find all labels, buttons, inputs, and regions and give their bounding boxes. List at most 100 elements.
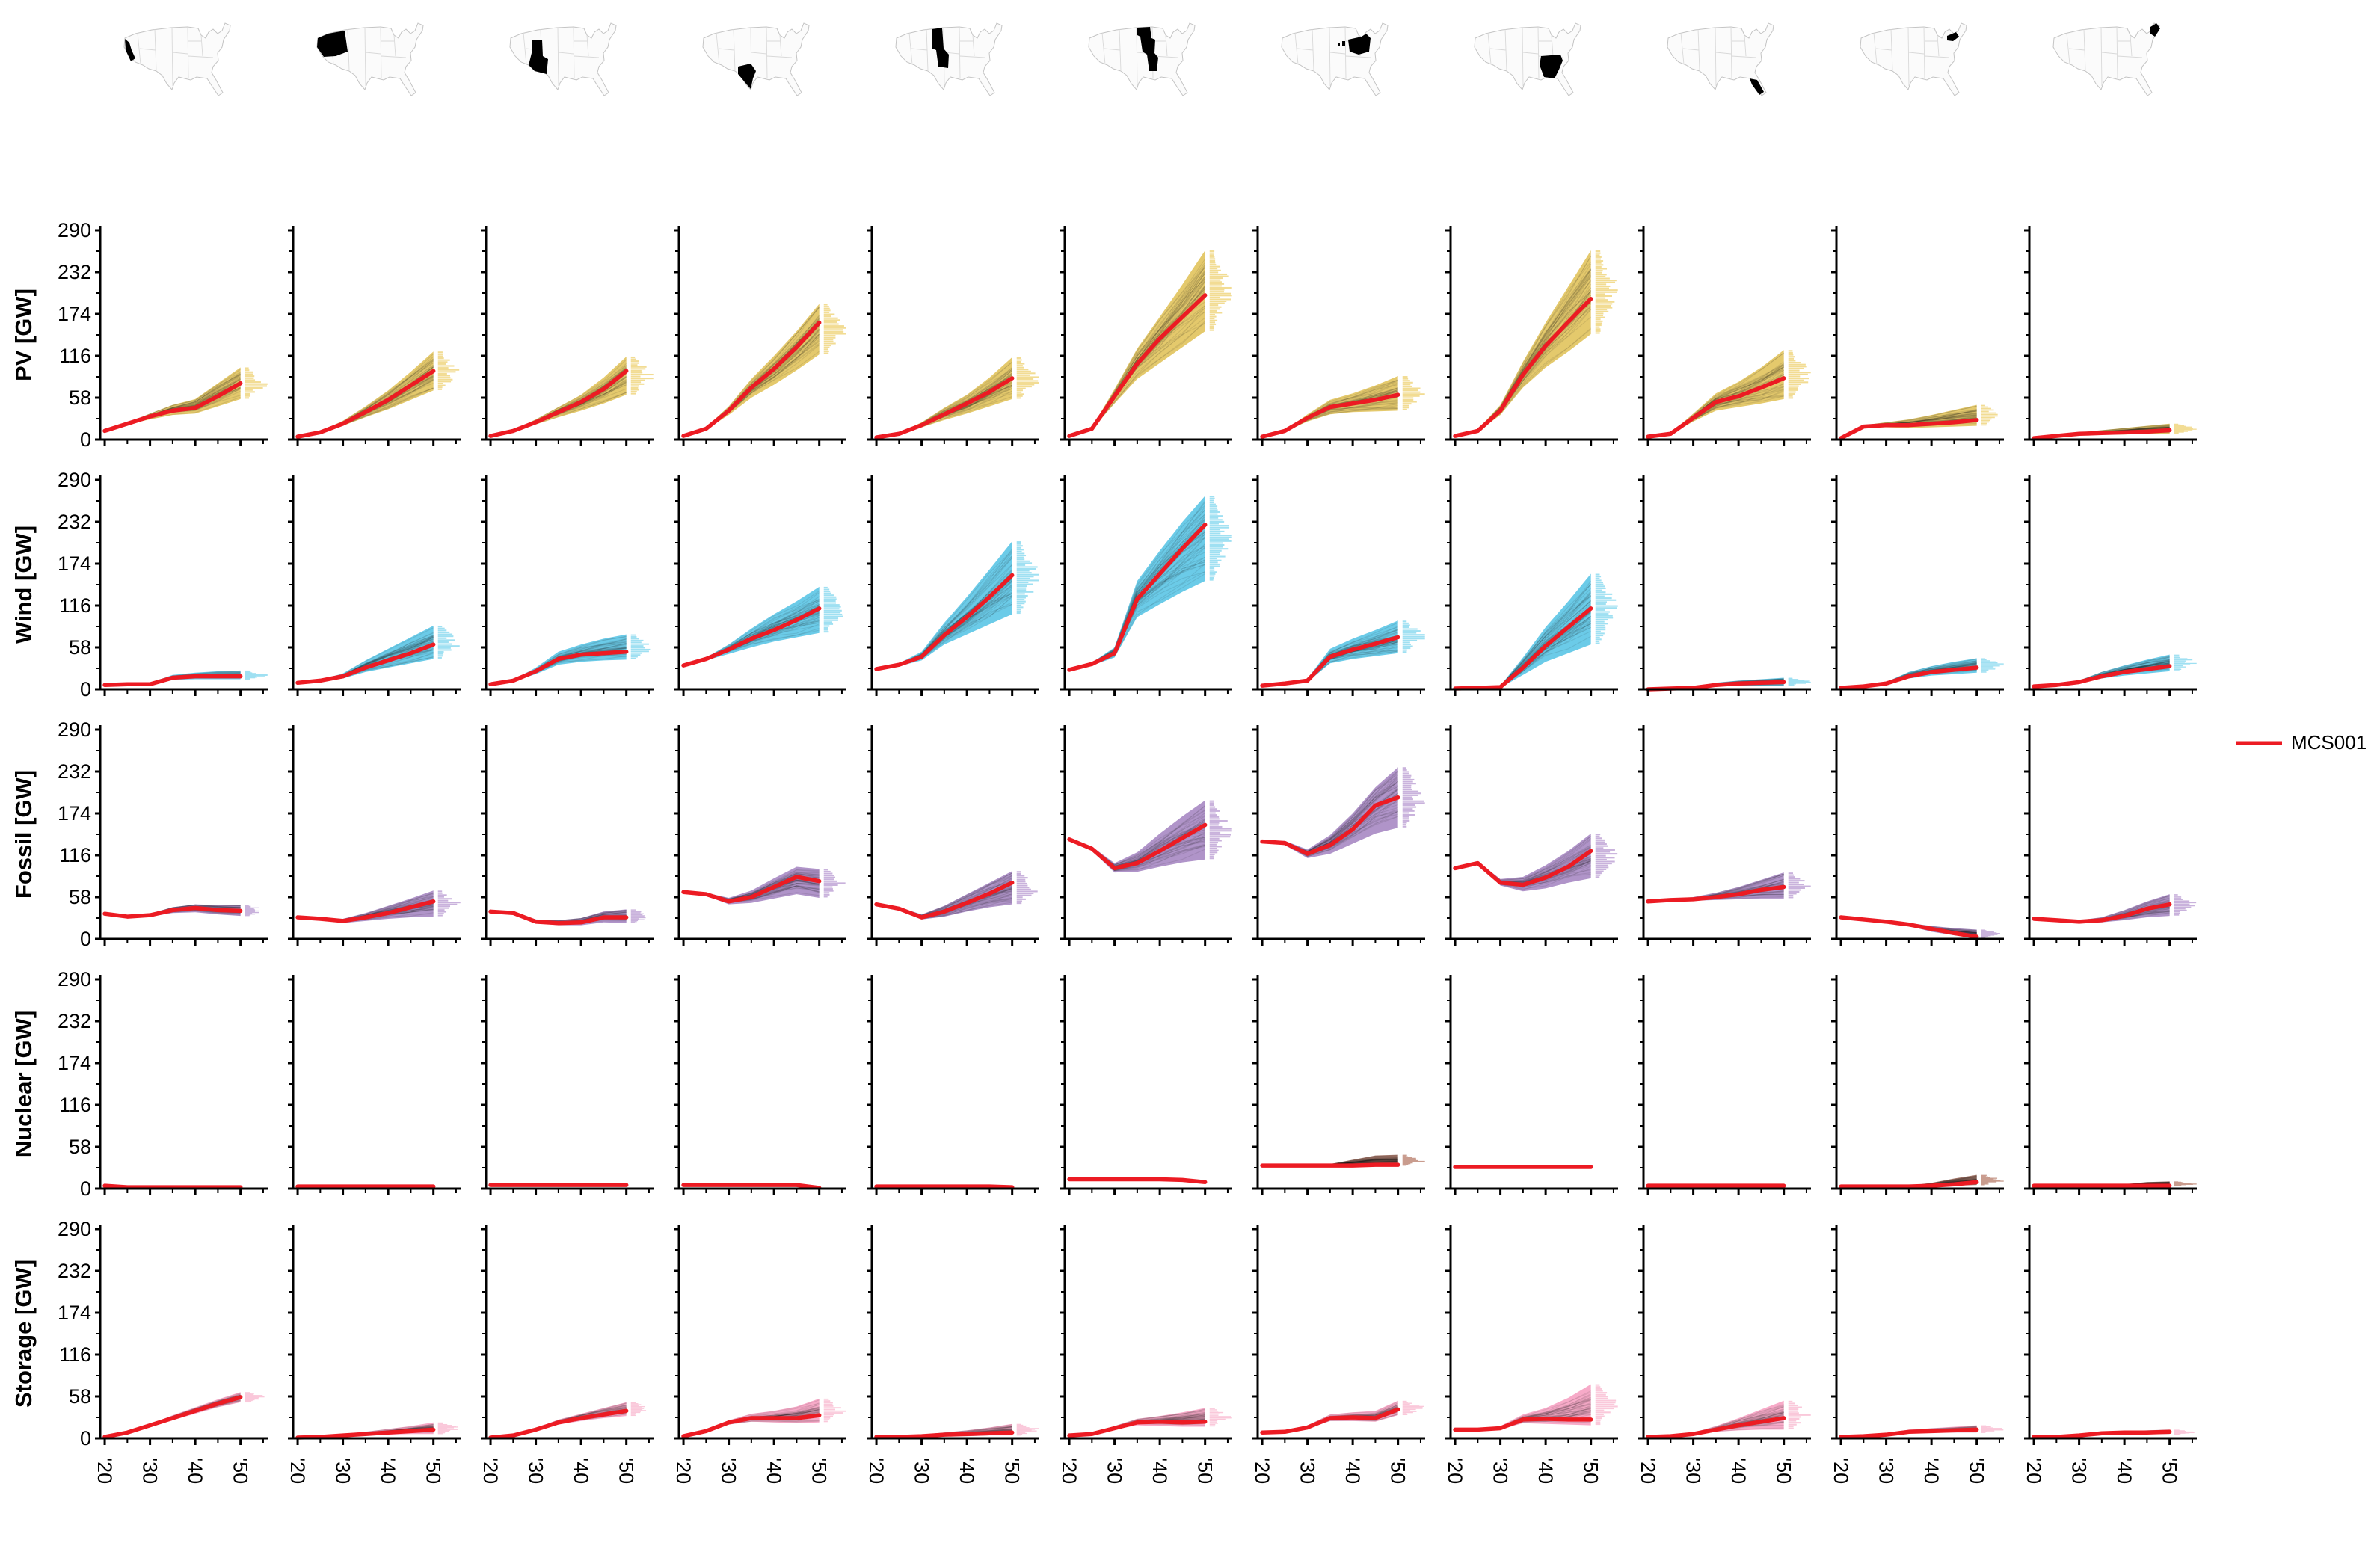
subplot-wind-new-york bbox=[1831, 475, 2004, 696]
axes bbox=[1252, 475, 1425, 696]
subplot-wind-new-england bbox=[2024, 475, 2197, 696]
ensemble-band bbox=[1262, 620, 1398, 686]
mcs001-line bbox=[681, 875, 822, 904]
end-distribution-histogram bbox=[2174, 654, 2197, 671]
x-tick-label: '20 bbox=[2023, 1458, 2045, 1484]
x-tick-label: '30 bbox=[1682, 1458, 1705, 1484]
axes bbox=[288, 226, 461, 446]
y-tick-label: 0 bbox=[79, 928, 91, 950]
subplot-storage-central-plains bbox=[867, 1225, 1039, 1445]
subplot-storage-midwest bbox=[1060, 1225, 1232, 1445]
x-tick-label: '20 bbox=[672, 1458, 695, 1484]
subplot-pv-texas bbox=[674, 226, 846, 446]
subplot-nuclear-southwest bbox=[481, 975, 654, 1195]
ensemble-band bbox=[1069, 496, 1205, 670]
mcs001-line bbox=[681, 606, 822, 668]
x-tick-label: '40 bbox=[956, 1458, 978, 1484]
end-distribution-histogram bbox=[1402, 1400, 1424, 1416]
y-tick-label: 0 bbox=[79, 428, 91, 451]
x-tick-label: '40 bbox=[377, 1458, 399, 1484]
ensemble-band bbox=[683, 586, 820, 666]
mcs001-line bbox=[874, 573, 1015, 671]
us-region-borders bbox=[137, 26, 214, 87]
axes bbox=[95, 725, 268, 946]
y-tick-label: 174 bbox=[57, 1302, 91, 1324]
axes bbox=[1445, 725, 1618, 946]
mcs001-line bbox=[1839, 1180, 1979, 1189]
y-tick-label: 174 bbox=[57, 802, 91, 825]
axes bbox=[1060, 975, 1232, 1195]
axes bbox=[1638, 475, 1811, 696]
axes bbox=[1638, 725, 1811, 946]
mcs001-line bbox=[1067, 1420, 1208, 1438]
x-axis-labels: '20 '30 '40 '50 '20 '30 '40 '50 '20 '30 '40 '50 '20 '… bbox=[0, 1441, 2380, 1539]
subplot-storage-northwest bbox=[288, 1225, 461, 1445]
us-outline bbox=[1860, 22, 1967, 96]
subplot-storage-texas bbox=[674, 1225, 846, 1445]
axes bbox=[481, 975, 654, 1195]
mcs001-line bbox=[102, 905, 243, 919]
x-tick-label: '20 bbox=[479, 1458, 502, 1484]
subplot-wind-northwest bbox=[288, 475, 461, 696]
x-tick-label: '50 bbox=[615, 1458, 638, 1484]
x-tick-labels-svg: '20 '30 '40 '50 '20 '30 '40 '50 '20 '30 '40 '50 '20 '… bbox=[93, 1458, 2181, 1484]
subplot-storage-california bbox=[95, 1225, 268, 1445]
axes bbox=[481, 475, 654, 696]
ensemble-band bbox=[1455, 1384, 1591, 1431]
x-tick-label: '40 bbox=[570, 1458, 592, 1484]
axes bbox=[1445, 1225, 1618, 1445]
highlighted-region-southwest bbox=[529, 40, 548, 74]
mcs001-line bbox=[1453, 606, 1593, 691]
axes bbox=[481, 226, 654, 446]
x-tick-label: '30 bbox=[718, 1458, 740, 1484]
end-distribution-histogram bbox=[1981, 1425, 2004, 1433]
ensemble-lines bbox=[1261, 622, 1398, 686]
end-distribution-histogram bbox=[245, 1392, 265, 1403]
region-map-southeast bbox=[1474, 22, 1581, 96]
subplot-storage-southeast bbox=[1445, 1225, 1618, 1445]
legend-label: MCS001 bbox=[2291, 731, 2367, 754]
axes bbox=[1252, 1225, 1425, 1445]
end-distribution-histogram bbox=[1402, 620, 1425, 653]
y-tick-label: 290 bbox=[57, 469, 91, 491]
us-region-borders bbox=[716, 26, 793, 87]
end-distribution-histogram bbox=[1788, 677, 1811, 686]
x-tick-label: '20 bbox=[1830, 1458, 1852, 1484]
region-map-midwest bbox=[1088, 22, 1196, 96]
ensemble-band bbox=[1455, 250, 1591, 437]
end-distribution-histogram bbox=[1402, 1154, 1425, 1166]
x-tick-label: '20 bbox=[865, 1458, 888, 1484]
highlighted-region-great-lakes-mid-atlantic bbox=[1342, 41, 1345, 46]
ensemble-band bbox=[1262, 767, 1398, 858]
mcs001-line bbox=[295, 369, 436, 439]
axes bbox=[288, 725, 461, 946]
mcs001-line bbox=[1453, 1417, 1593, 1432]
x-tick-label: '50 bbox=[1966, 1458, 1988, 1484]
us-outline bbox=[123, 22, 231, 96]
y-tick-label: 0 bbox=[79, 1177, 91, 1200]
subplot-wind-texas bbox=[674, 475, 846, 696]
mcs001-line bbox=[102, 1183, 243, 1189]
end-distribution-histogram bbox=[630, 634, 651, 659]
axes bbox=[95, 975, 268, 1195]
ensemble-lines bbox=[876, 361, 1013, 438]
mcs001-line bbox=[1839, 915, 1979, 939]
mcs001-line bbox=[874, 376, 1015, 440]
y-tick-label: 0 bbox=[79, 1427, 91, 1450]
highlighted-region-california bbox=[125, 39, 135, 61]
axes bbox=[1445, 975, 1618, 1195]
axes bbox=[1060, 475, 1232, 696]
x-tick-label: '40 bbox=[1534, 1458, 1557, 1484]
subplot-fossil-midwest bbox=[1060, 725, 1232, 946]
subplot-fossil-central-plains bbox=[867, 725, 1039, 946]
mcs001-line bbox=[681, 1183, 822, 1190]
axes bbox=[1831, 1225, 2004, 1445]
mcs001-line bbox=[1067, 523, 1208, 672]
region-map-california bbox=[123, 22, 231, 96]
ensemble-lines bbox=[297, 353, 434, 437]
axes bbox=[1060, 1225, 1232, 1445]
end-distribution-histogram bbox=[2174, 1181, 2197, 1187]
subplot-nuclear-great-lakes-mid-atlantic bbox=[1252, 975, 1425, 1195]
mcs001-line bbox=[1260, 392, 1400, 439]
subplot-wind-great-lakes-mid-atlantic bbox=[1252, 475, 1425, 696]
